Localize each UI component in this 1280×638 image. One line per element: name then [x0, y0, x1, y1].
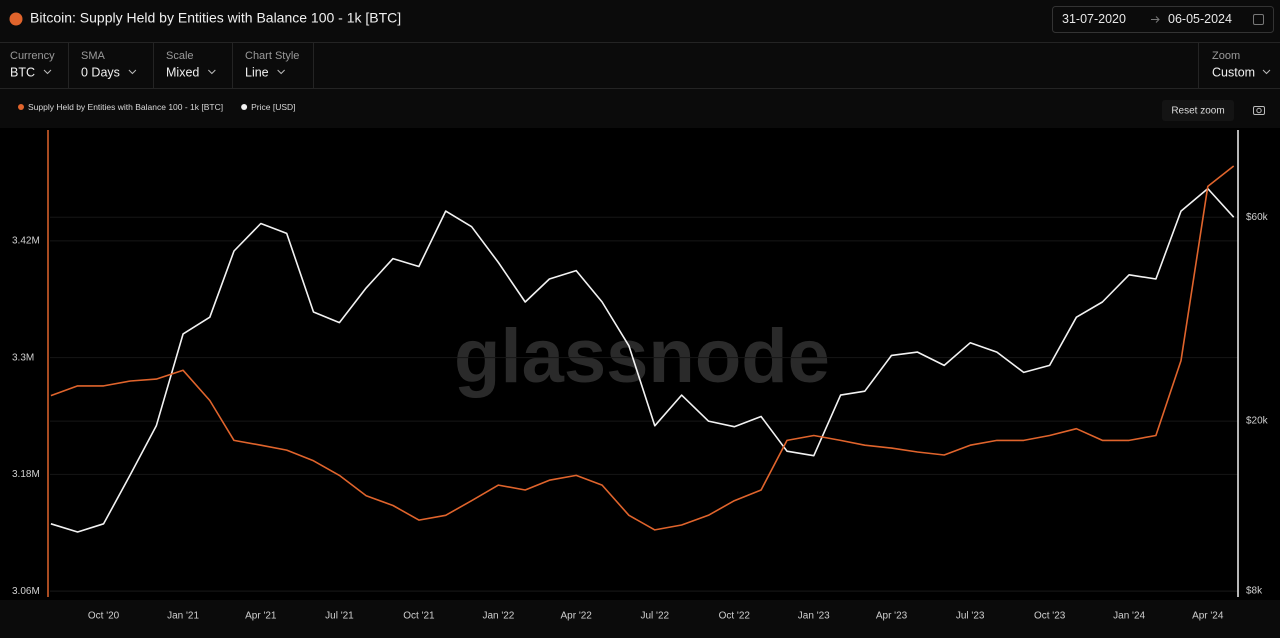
y2-tick-label: $60k [1246, 212, 1269, 223]
control-value[interactable]: Line [245, 65, 269, 79]
chevron [43, 69, 52, 75]
x-tick-label: Jan '22 [482, 611, 514, 622]
legend-swatch[interactable] [18, 104, 24, 110]
series-line [50, 187, 1235, 533]
page-title: Bitcoin: Supply Held by Entities with Ba… [30, 10, 401, 26]
x-tick-label: Jul '21 [325, 611, 354, 622]
control-value[interactable]: Mixed [166, 65, 199, 79]
control-label: Scale [166, 50, 194, 62]
y2-tick-label: $20k [1246, 416, 1269, 427]
x-tick-label: Jul '23 [956, 611, 985, 622]
reset-zoom-button[interactable] [1162, 100, 1234, 121]
asset-icon [9, 12, 23, 26]
controls: Currency BTC SMA 0 Days Scale Mixed Chart Styl… [10, 43, 314, 88]
calendar-icon[interactable] [1253, 14, 1264, 25]
x-tick-label: Jan '24 [1113, 611, 1145, 622]
y-tick-label: 3.18M [12, 469, 40, 480]
camera-icon[interactable] [1253, 106, 1265, 115]
zoom-label: Zoom [1212, 50, 1240, 62]
series-line [50, 165, 1235, 531]
x-tick-label: Jan '23 [798, 611, 830, 622]
y-tick-label: 3.42M [12, 236, 40, 247]
y-tick-label: 3.06M [12, 586, 40, 597]
date-range[interactable] [1052, 6, 1274, 33]
y2-tick-label: $8k [1246, 586, 1263, 597]
camera-lens [1256, 107, 1262, 114]
date-from[interactable]: 31-07-2020 [1062, 12, 1126, 26]
legend-label[interactable]: Price [USD] [251, 102, 295, 112]
chevron [277, 69, 285, 75]
legend-swatch[interactable] [241, 104, 248, 110]
x-tick-label: Jul '22 [641, 611, 670, 622]
control-label: SMA [81, 50, 106, 62]
control-label: Chart Style [245, 50, 299, 62]
x-tick-label: Oct '23 [1034, 611, 1066, 622]
chevron [207, 69, 216, 75]
control-value[interactable]: BTC [10, 65, 35, 79]
x-tick-label: Apr '23 [876, 611, 908, 622]
zoom-value[interactable]: Custom [1212, 65, 1255, 79]
legend-label[interactable]: Supply Held by Entities with Balance 100… [28, 102, 223, 112]
x-tick-label: Oct '22 [719, 611, 751, 622]
chevron [1262, 69, 1271, 75]
range-arrow [1151, 16, 1160, 23]
date-to[interactable]: 06-05-2024 [1168, 12, 1232, 26]
plot: 3.06M 3.18M 3.3M 3.42M $8k $20k $60k Oct '20 Jan… [12, 102, 1269, 622]
camera-body [1253, 106, 1265, 115]
x-tick-label: Oct '20 [88, 611, 120, 622]
chevron [128, 69, 137, 75]
x-tick-label: Apr '21 [245, 611, 277, 622]
y-tick-label: 3.3M [12, 352, 34, 363]
x-tick-label: Apr '22 [560, 611, 592, 622]
control-label: Currency [10, 50, 55, 62]
x-tick-label: Jan '21 [167, 611, 199, 622]
reset-zoom[interactable]: Reset zoom [1171, 106, 1224, 117]
control-value[interactable]: 0 Days [81, 65, 120, 79]
x-tick-label: Apr '24 [1192, 611, 1224, 622]
x-tick-label: Oct '21 [403, 611, 435, 622]
